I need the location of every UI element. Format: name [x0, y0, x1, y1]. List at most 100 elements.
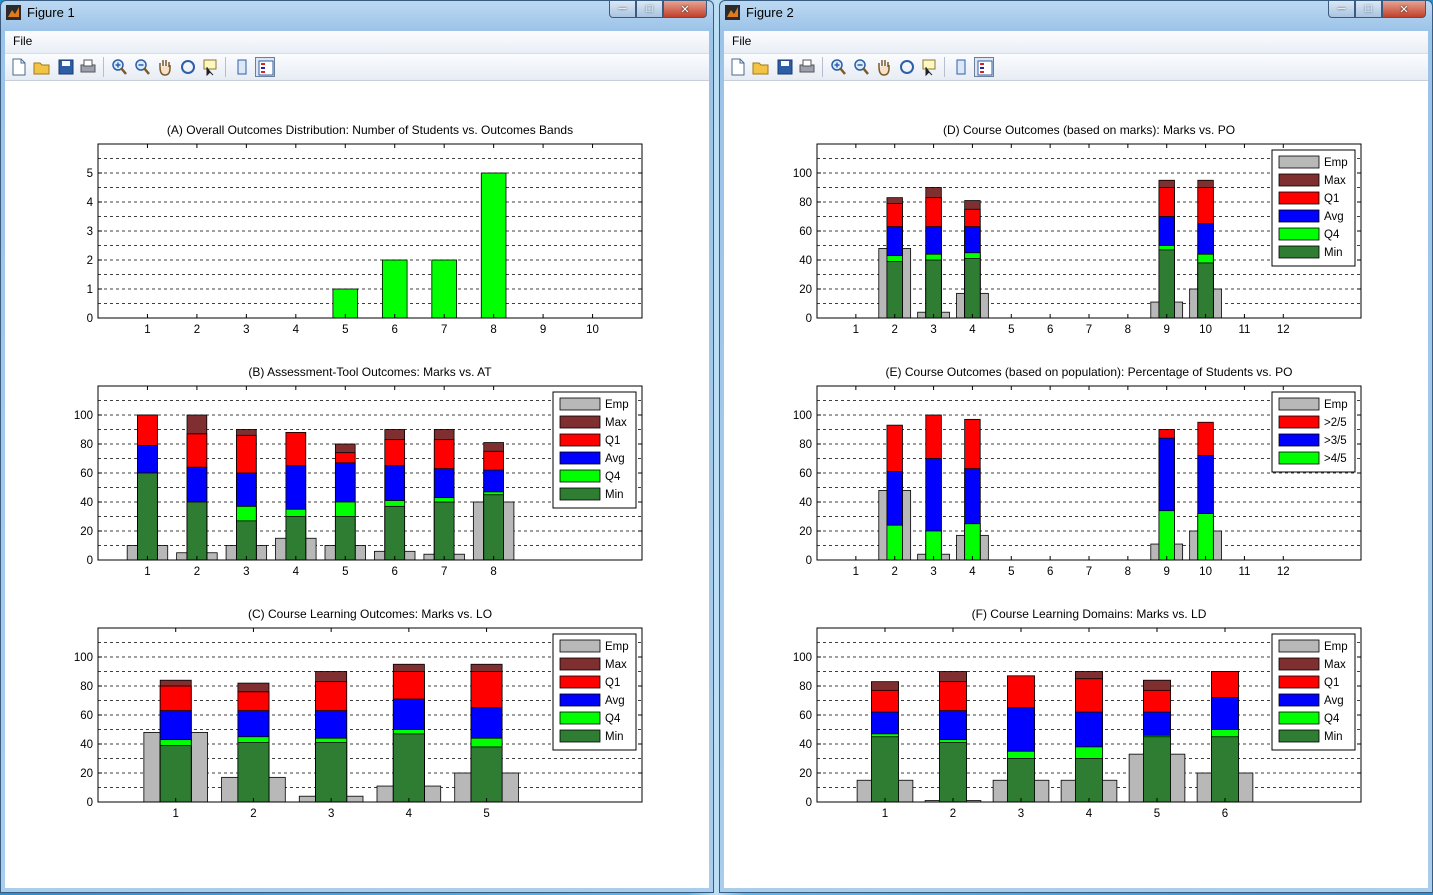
pan-hand-button[interactable]: [155, 57, 175, 77]
x-tick-label: 2: [892, 324, 898, 336]
x-tick-label: 5: [342, 566, 348, 578]
rotate-3d-icon: [181, 60, 195, 74]
legend-label: Emp: [605, 399, 629, 411]
bar-min: [315, 742, 348, 803]
save-icon: [58, 59, 74, 75]
new-figure-button[interactable]: [9, 57, 29, 77]
data-cursor-button[interactable]: [920, 57, 940, 77]
zoom-in-icon: [112, 59, 127, 75]
legend-swatch: [1278, 155, 1320, 169]
axes-title: (D) Course Outcomes (based on marks): Ma…: [943, 123, 1235, 137]
show-plot-tools-button[interactable]: [974, 57, 994, 77]
print-button[interactable]: [797, 57, 817, 77]
x-tick-label: 8: [490, 566, 496, 578]
legend-label: >4/5: [1324, 453, 1347, 465]
y-tick-label: 80: [80, 681, 93, 693]
rotate-3d-button[interactable]: [897, 57, 917, 77]
legend-swatch: [559, 451, 601, 465]
pan-hand-icon: [159, 60, 171, 76]
x-tick-label: 6: [1047, 324, 1053, 336]
legend[interactable]: Emp Max Q1 Avg Q4 Min: [1271, 149, 1356, 267]
legend[interactable]: Emp Max Q1 Avg Q4 Min: [552, 633, 637, 751]
legend-swatch: [559, 433, 601, 447]
x-tick-label: 6: [1222, 808, 1228, 820]
open-file-button[interactable]: [751, 57, 771, 77]
minimize-button[interactable]: ─: [1328, 1, 1355, 18]
legend-swatch: [559, 711, 601, 725]
zoom-in-button[interactable]: [109, 57, 129, 77]
y-tick-label: 20: [799, 526, 812, 538]
y-tick-label: 100: [793, 652, 812, 664]
y-tick-label: 0: [87, 555, 93, 567]
maximize-button[interactable]: □: [636, 1, 663, 18]
rotate-3d-button[interactable]: [178, 57, 198, 77]
legend-label: Q4: [605, 713, 621, 725]
new-figure-button[interactable]: [728, 57, 748, 77]
legend-swatch: [1278, 657, 1320, 671]
x-tick-label: 1: [173, 808, 179, 820]
legend-swatch: [1278, 415, 1320, 429]
hide-plot-tools-icon: [237, 59, 247, 75]
y-tick-label: 60: [799, 468, 812, 480]
legend-label: Q1: [605, 435, 620, 447]
pan-hand-button[interactable]: [874, 57, 894, 77]
matlab-icon: [725, 5, 740, 20]
bar-min: [1210, 736, 1239, 803]
maximize-button[interactable]: □: [1355, 1, 1382, 18]
save-button[interactable]: [775, 57, 795, 77]
legend-label: Emp: [1324, 641, 1348, 653]
title-bar[interactable]: Figure 1 ─ □ ✕: [1, 1, 713, 25]
y-tick-label: 5: [87, 168, 93, 180]
legend-label: Min: [1324, 247, 1343, 259]
axes-title: (E) Course Outcomes (based on population…: [886, 365, 1293, 379]
y-tick-label: 40: [80, 497, 93, 509]
zoom-out-button[interactable]: [851, 57, 871, 77]
show-plot-tools-button[interactable]: [255, 57, 275, 77]
legend[interactable]: Emp Max Q1 Avg Q4 Min: [1271, 633, 1356, 751]
bar-min: [236, 520, 257, 561]
zoom-in-button[interactable]: [828, 57, 848, 77]
close-button[interactable]: ✕: [1382, 1, 1426, 18]
close-button[interactable]: ✕: [663, 1, 707, 18]
bar-min: [186, 501, 208, 561]
save-button[interactable]: [56, 57, 76, 77]
y-tick-label: 80: [799, 681, 812, 693]
hide-plot-tools-button[interactable]: [232, 57, 252, 77]
data-cursor-button[interactable]: [201, 57, 221, 77]
bar-g45: [886, 524, 903, 561]
menu-file[interactable]: File: [732, 34, 752, 48]
legend[interactable]: Emp Max Q1 Avg Q4 Min: [552, 391, 637, 509]
bar-min: [1197, 262, 1214, 319]
print-button[interactable]: [78, 57, 98, 77]
bar-g45: [964, 523, 981, 561]
bar-min: [1142, 736, 1171, 803]
minimize-button[interactable]: ─: [609, 1, 636, 18]
title-bar[interactable]: Figure 2 ─ □ ✕: [720, 1, 1432, 25]
print-icon: [80, 59, 96, 73]
x-tick-label: 7: [1086, 566, 1092, 578]
legend-swatch: [559, 693, 601, 707]
x-tick-label: 1: [853, 566, 859, 578]
menu-file[interactable]: File: [13, 34, 33, 48]
zoom-out-button[interactable]: [132, 57, 152, 77]
open-file-button[interactable]: [32, 57, 52, 77]
legend-label: Max: [1324, 175, 1346, 187]
y-tick-label: 40: [80, 739, 93, 751]
y-tick-label: 40: [799, 255, 812, 267]
y-tick-label: 3: [87, 226, 93, 238]
axes-f: (F) Course Learning Domains: Marks vs. L…: [793, 607, 1362, 820]
x-tick-label: 1: [144, 566, 150, 578]
hide-plot-tools-button[interactable]: [951, 57, 971, 77]
x-tick-label: 1: [144, 324, 150, 336]
bar-min: [1074, 758, 1103, 803]
y-tick-label: 4: [87, 197, 94, 209]
x-tick-label: 4: [406, 808, 413, 820]
x-tick-label: 9: [1164, 566, 1170, 578]
figure-2-plots: (D) Course Outcomes (based on marks): Ma…: [793, 123, 1362, 820]
legend[interactable]: Emp >2/5 >3/5 >4/5: [1271, 391, 1356, 473]
bar-min: [237, 742, 270, 803]
figure-canvas: (A) Overall Outcomes Distribution: Numbe…: [5, 81, 709, 888]
open-file-icon: [33, 62, 50, 75]
y-tick-label: 80: [799, 439, 812, 451]
x-tick-label: 4: [969, 566, 976, 578]
